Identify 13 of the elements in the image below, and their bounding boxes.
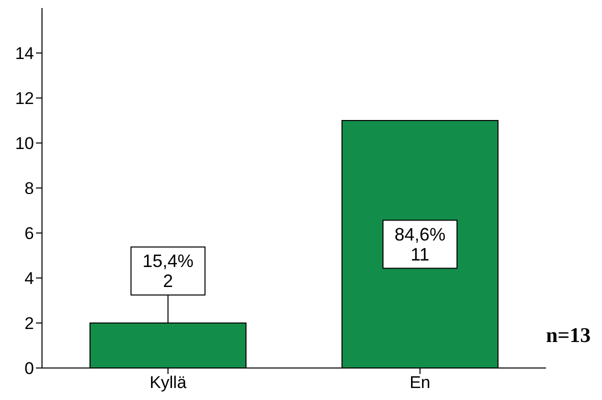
data-label: 84,6% 11 (394, 224, 446, 264)
y-tick-label: 0 (24, 359, 34, 378)
data-label: 15,4% 2 (142, 251, 194, 291)
x-tick-label: En (410, 373, 430, 392)
x-tick-label: Kyllä (150, 373, 187, 392)
y-tick-label: 6 (24, 224, 34, 244)
y-tick-label: 4 (24, 269, 34, 288)
y-tick-label: 12 (15, 89, 34, 108)
y-tick-label: 2 (24, 314, 34, 334)
y-tick-label: 10 (15, 134, 34, 154)
y-tick-label: 8 (24, 179, 34, 198)
annotation: n=13 (546, 323, 591, 348)
y-tick-label: 14 (15, 44, 34, 64)
